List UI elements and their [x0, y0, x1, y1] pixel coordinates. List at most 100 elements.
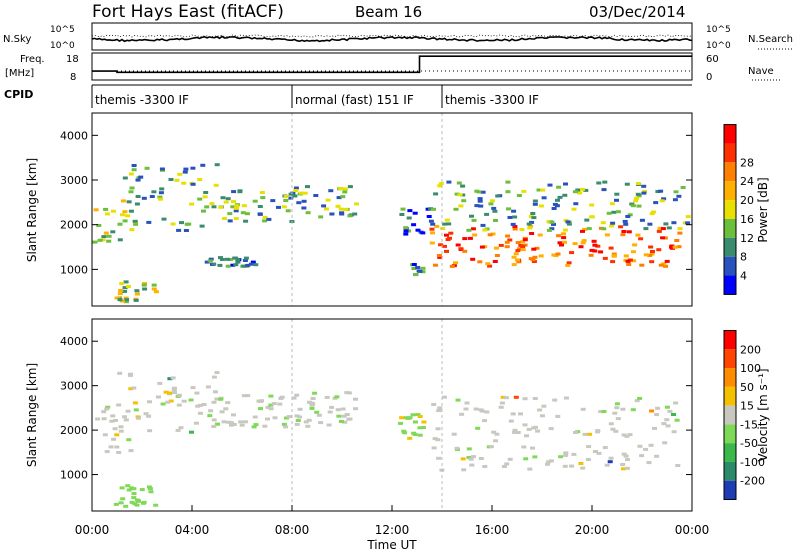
heatmap-cell	[149, 195, 155, 198]
heatmap-cell	[118, 289, 124, 292]
heatmap-cell	[186, 222, 192, 226]
velocity-colorbar: 200 100 50 15 -15 -50 -100 -200	[723, 330, 765, 500]
heatmap-cell	[627, 433, 633, 437]
heatmap-cell	[182, 170, 188, 174]
heatmap-cell	[410, 413, 416, 417]
heatmap-cell	[591, 239, 597, 243]
heatmap-cell	[581, 239, 587, 243]
heatmap-cell	[135, 499, 141, 503]
heatmap-cell	[596, 451, 602, 455]
heatmap-cell	[472, 233, 478, 237]
colorbar-tick-label: 100	[740, 362, 761, 375]
heatmap-cell	[672, 198, 678, 202]
heatmap-cell	[511, 209, 517, 213]
heatmap-cell	[202, 195, 208, 199]
heatmap-cell	[636, 204, 642, 208]
colorbar-frame	[723, 124, 737, 295]
heatmap-cell	[551, 207, 557, 210]
heatmap-cell	[578, 245, 584, 249]
heatmap-cell	[96, 224, 102, 227]
heatmap-cell	[614, 198, 619, 202]
heatmap-cell	[685, 215, 691, 219]
heatmap-cell	[417, 269, 423, 273]
heatmap-cell	[265, 417, 270, 421]
heatmap-cell	[163, 390, 169, 394]
heatmap-cell	[346, 417, 352, 421]
y-tick-label: 2000	[60, 219, 88, 232]
heatmap-cell	[342, 420, 348, 424]
heatmap-cell	[673, 190, 679, 194]
heatmap-cell	[625, 259, 631, 263]
heatmap-cell	[658, 189, 664, 193]
heatmap-cell	[518, 412, 523, 416]
heatmap-cell	[294, 414, 300, 418]
heatmap-cell	[621, 467, 626, 471]
cpid-label: CPID	[4, 88, 33, 101]
heatmap-cell	[131, 492, 137, 496]
heatmap-cell	[431, 446, 437, 450]
heatmap-cell	[353, 407, 359, 411]
heatmap-cell	[129, 228, 135, 232]
heatmap-cell	[335, 204, 341, 208]
heatmap-cell	[283, 425, 289, 429]
heatmap-cell	[632, 243, 638, 247]
heatmap-cell	[494, 254, 500, 257]
heatmap-cell	[480, 223, 486, 227]
heatmap-cell	[197, 178, 203, 181]
heatmap-cell	[189, 430, 194, 434]
heatmap-cell	[147, 429, 153, 433]
nsky-tick-top: 10^5	[50, 25, 75, 35]
colorbar-tick-label: 4	[740, 270, 747, 283]
heatmap-cell	[618, 225, 624, 229]
heatmap-cell	[95, 417, 101, 421]
nave-tick-top: 60	[706, 54, 719, 65]
heatmap-cell	[214, 422, 220, 426]
heatmap-cell	[189, 202, 195, 206]
heatmap-cell	[651, 210, 657, 214]
heatmap-cell	[428, 219, 434, 223]
heatmap-cell	[602, 180, 608, 184]
heatmap-cell	[205, 385, 211, 389]
heatmap-cell	[321, 204, 327, 208]
colorbar-swatch	[724, 424, 736, 444]
heatmap-cell	[235, 260, 241, 264]
heatmap-cell	[674, 239, 680, 242]
heatmap-cell	[268, 394, 274, 398]
heatmap-cell	[128, 190, 134, 194]
heatmap-cell	[123, 504, 129, 508]
heatmap-cell	[412, 420, 418, 424]
power-cells	[92, 113, 691, 306]
heatmap-cell	[253, 423, 259, 427]
heatmap-cell	[102, 433, 108, 437]
heatmap-cell	[218, 205, 224, 209]
heatmap-cell	[485, 262, 491, 266]
heatmap-cell	[648, 443, 654, 447]
heatmap-cell	[176, 403, 182, 407]
heatmap-cell	[493, 219, 498, 222]
heatmap-cell	[207, 414, 213, 418]
heatmap-cell	[214, 163, 220, 167]
heatmap-cell	[623, 454, 629, 458]
heatmap-cell	[117, 238, 123, 242]
heatmap-cell	[144, 166, 150, 170]
heatmap-cell	[106, 234, 112, 238]
heatmap-cell	[531, 216, 537, 220]
colorbar-tick-label: -50	[740, 437, 758, 450]
heatmap-cell	[120, 213, 125, 217]
heatmap-cell	[534, 246, 540, 250]
heatmap-cell	[412, 433, 418, 436]
heatmap-cell	[291, 396, 297, 400]
heatmap-cell	[598, 250, 604, 254]
heatmap-cell	[661, 197, 667, 201]
heatmap-cell	[538, 204, 544, 208]
heatmap-cell	[174, 178, 180, 182]
heatmap-cell	[298, 191, 304, 195]
colorbar-tick-label: 12	[740, 232, 754, 245]
heatmap-cell	[573, 202, 579, 206]
heatmap-cell	[577, 191, 583, 195]
heatmap-cell	[288, 192, 294, 196]
colorbar-tick-label: 8	[740, 251, 747, 264]
heatmap-cell	[643, 447, 649, 451]
heatmap-cell	[520, 248, 526, 252]
heatmap-cell	[552, 398, 558, 402]
